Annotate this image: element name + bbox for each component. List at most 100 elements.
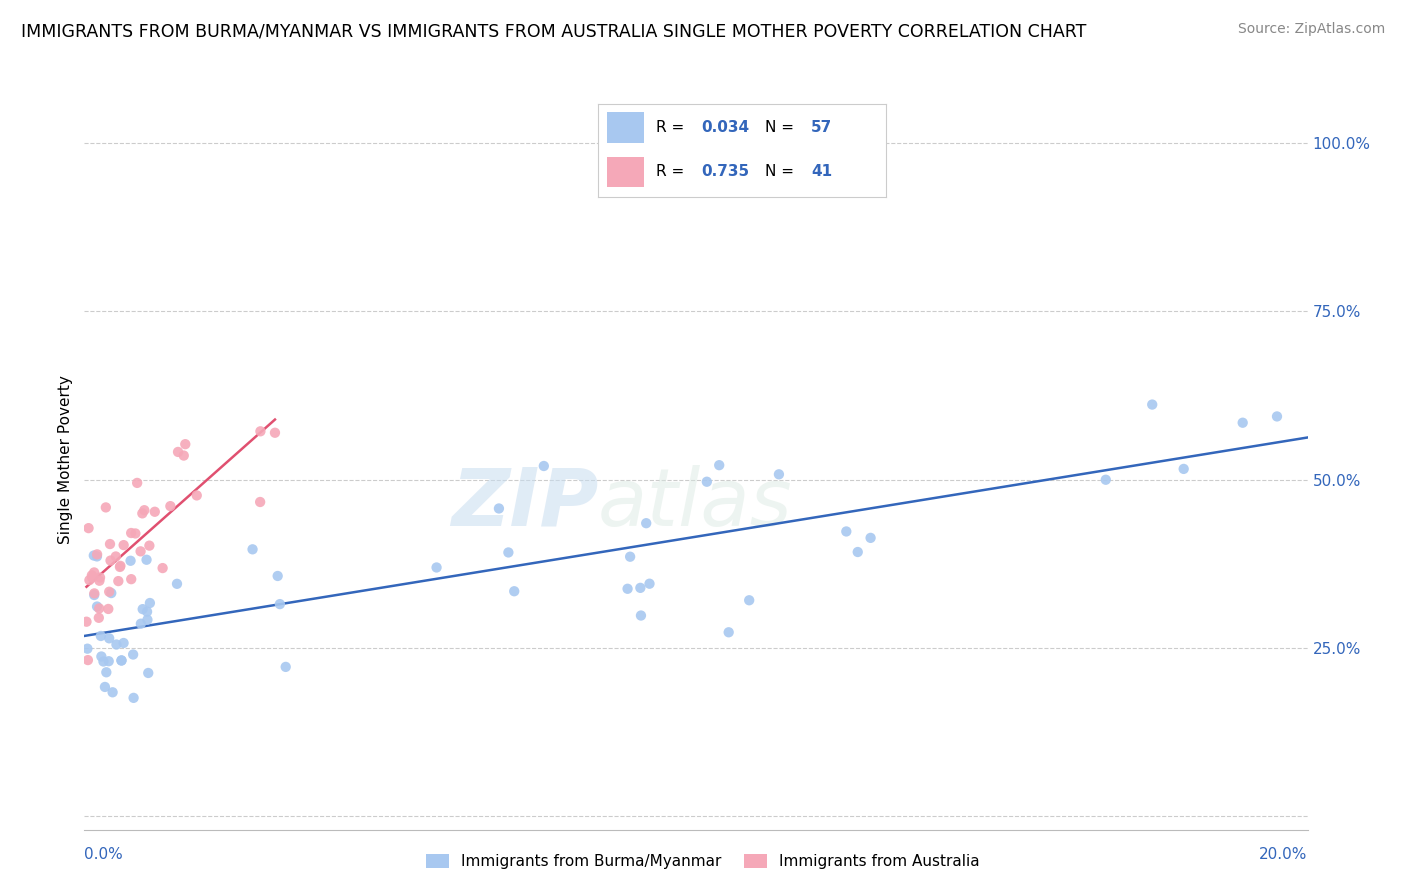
Point <box>166 577 188 591</box>
Point <box>80 568 103 582</box>
Point <box>83 549 105 563</box>
Point <box>94 500 117 515</box>
Point <box>76 641 98 656</box>
Point <box>636 516 658 531</box>
Point <box>107 574 129 588</box>
Point <box>93 655 115 669</box>
Point <box>90 649 112 664</box>
Point <box>1094 473 1116 487</box>
Y-axis label: Single Mother Poverty: Single Mother Poverty <box>58 375 73 544</box>
Point <box>122 690 145 705</box>
Point <box>94 680 117 694</box>
Point <box>616 582 638 596</box>
Point <box>87 611 110 625</box>
Text: ZIP: ZIP <box>451 465 598 543</box>
Point <box>86 549 108 564</box>
Point <box>1142 398 1164 412</box>
Text: atlas: atlas <box>598 465 793 543</box>
Point <box>129 616 152 631</box>
Point <box>426 560 449 574</box>
Point <box>89 570 111 584</box>
Point <box>498 545 520 559</box>
Point <box>131 507 153 521</box>
Point <box>139 596 162 610</box>
Point <box>100 586 122 600</box>
Legend: Immigrants from Burma/Myanmar, Immigrants from Australia: Immigrants from Burma/Myanmar, Immigrant… <box>420 848 986 875</box>
Point <box>110 654 132 668</box>
Point <box>638 576 661 591</box>
Point <box>79 573 101 587</box>
Point <box>83 586 105 600</box>
Point <box>859 531 882 545</box>
Point <box>717 625 740 640</box>
Point <box>83 566 105 580</box>
Point <box>709 458 731 472</box>
Point <box>108 560 131 574</box>
Point <box>83 588 105 602</box>
Text: 0.0%: 0.0% <box>84 847 124 862</box>
Text: IMMIGRANTS FROM BURMA/MYANMAR VS IMMIGRANTS FROM AUSTRALIA SINGLE MOTHER POVERTY: IMMIGRANTS FROM BURMA/MYANMAR VS IMMIGRA… <box>21 22 1087 40</box>
Point <box>136 605 159 619</box>
Point <box>696 475 718 489</box>
Point <box>120 554 142 568</box>
Point <box>110 558 132 573</box>
Point <box>503 584 526 599</box>
Point <box>533 458 555 473</box>
Point <box>105 638 128 652</box>
Point <box>131 602 153 616</box>
Point <box>110 653 132 667</box>
Point <box>86 547 108 561</box>
Point <box>112 538 135 552</box>
Point <box>1232 416 1254 430</box>
Point <box>269 597 291 611</box>
Point <box>1265 409 1288 424</box>
Point <box>1173 462 1195 476</box>
Point <box>122 648 145 662</box>
Point <box>264 425 287 440</box>
Point <box>76 615 98 629</box>
Point <box>152 561 174 575</box>
Point <box>628 581 651 595</box>
Point <box>120 572 142 586</box>
Point <box>167 445 190 459</box>
Point <box>82 571 104 585</box>
Point <box>120 526 142 541</box>
Point <box>77 653 100 667</box>
Point <box>846 545 869 559</box>
Point <box>738 593 761 607</box>
Point <box>98 537 121 551</box>
Point <box>136 665 159 680</box>
Point <box>89 574 111 588</box>
Point <box>174 437 197 451</box>
Point <box>488 501 510 516</box>
Point <box>173 449 195 463</box>
Point <box>98 632 121 646</box>
Point <box>835 524 858 539</box>
Point <box>127 475 149 490</box>
Point <box>101 685 124 699</box>
Point <box>630 608 652 623</box>
Point <box>136 613 159 627</box>
Point <box>249 495 271 509</box>
Point <box>134 503 156 517</box>
Point <box>112 636 135 650</box>
Point <box>86 599 108 614</box>
Point <box>124 526 146 541</box>
Point <box>242 542 264 557</box>
Point <box>100 553 122 567</box>
Point <box>249 425 271 439</box>
Point <box>768 467 790 482</box>
Text: Source: ZipAtlas.com: Source: ZipAtlas.com <box>1237 22 1385 37</box>
Point <box>143 505 166 519</box>
Point <box>266 569 288 583</box>
Point <box>77 521 100 535</box>
Point <box>619 549 641 564</box>
Point <box>90 629 112 643</box>
Point <box>97 654 120 668</box>
Point <box>96 665 118 680</box>
Point <box>97 602 120 616</box>
Point <box>98 584 121 599</box>
Point <box>135 553 157 567</box>
Point <box>129 544 152 558</box>
Text: 20.0%: 20.0% <box>1260 847 1308 862</box>
